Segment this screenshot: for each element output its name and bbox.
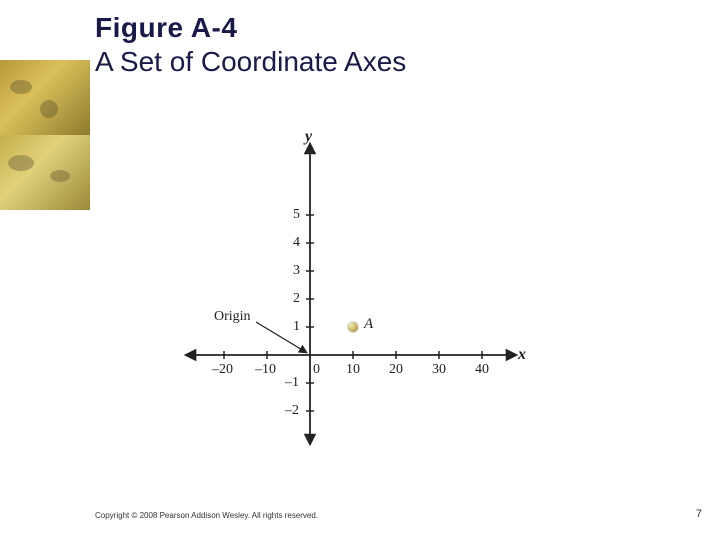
y-tick-label: 5 (293, 207, 300, 223)
y-tick-label: –2 (285, 403, 299, 419)
y-tick-label: 4 (293, 235, 300, 251)
x-tick-label: 40 (475, 362, 489, 378)
x-tick-label: 10 (346, 362, 360, 378)
point-a-marker (348, 322, 358, 332)
figure-label: Figure A-4 (95, 12, 406, 44)
slide-title: Figure A-4 A Set of Coordinate Axes (95, 12, 406, 78)
x-axis-label: x (518, 346, 526, 364)
x-tick-label: 30 (432, 362, 446, 378)
y-tick-label: 2 (293, 291, 300, 307)
origin-label: Origin (214, 309, 251, 325)
x-tick-label: 0 (313, 362, 320, 378)
y-tick-label: 3 (293, 263, 300, 279)
copyright-footer: Copyright © 2008 Pearson Addison Wesley.… (95, 511, 318, 520)
y-tick-label: –1 (285, 375, 299, 391)
coordinate-axes-chart: y x –20 –10 0 10 20 30 40 1 2 3 4 5 –1 –… (160, 130, 540, 450)
x-tick-label: 20 (389, 362, 403, 378)
page-number: 7 (696, 508, 702, 520)
y-tick-label: 1 (293, 319, 300, 335)
axes-svg (160, 130, 540, 450)
x-tick-label: –10 (255, 362, 276, 378)
x-tick-label: –20 (212, 362, 233, 378)
y-axis-label: y (305, 128, 312, 146)
figure-subtitle: A Set of Coordinate Axes (95, 46, 406, 78)
decorative-sidebar-band (0, 60, 90, 210)
point-a-label: A (364, 316, 373, 333)
